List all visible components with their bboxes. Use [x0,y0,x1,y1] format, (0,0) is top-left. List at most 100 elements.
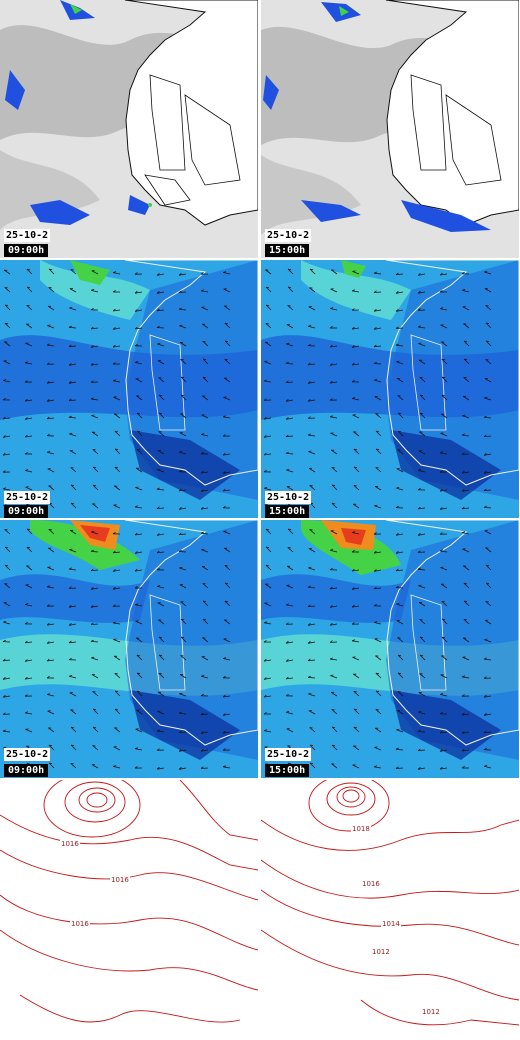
wind-arrow [309,762,316,769]
wind-arrow-head [329,605,333,608]
wind-arrow [4,564,11,571]
wind-arrow [462,289,470,293]
wind-arrow-head [46,622,50,626]
wind-arrow-head [224,600,228,603]
wind-arrow [114,466,121,473]
wind-arrow-head [48,744,52,747]
wind-arrow [374,622,382,625]
wind-arrow [265,583,272,589]
wind-arrow [69,450,77,455]
isobar-label: 1014 [381,920,401,928]
wind-arrow-head [179,566,183,569]
wind-arrow-head [417,567,421,570]
wind-arrow [286,641,294,644]
wind-arrow-head [263,658,267,662]
wind-arrow [374,327,382,330]
wind-arrow [419,654,426,661]
date-label: 25-10-2 [4,491,51,504]
wind-arrow [223,658,231,661]
wind-arrow [417,749,426,752]
wind-arrow [265,304,272,311]
wind-arrow [287,528,294,535]
wind-arrow-head [223,271,227,273]
wind-arrow-head [461,271,465,275]
wind-arrow-head [24,417,28,420]
wind-arrow [223,547,231,553]
wind-arrow-head [395,505,399,508]
wind-arrow [26,528,33,535]
wind-arrow [374,486,382,491]
wind-arrow-head [178,507,182,510]
wind-arrow [92,449,99,455]
wind-arrow-head [285,640,289,644]
wind-arrow [440,674,448,679]
wind-arrow-head [24,380,28,383]
wind-arrow [70,269,77,275]
wind-arrow-head [156,506,160,509]
wind-arrow-head [2,452,6,456]
wind-arrow-head [461,694,465,697]
wind-arrow-head [461,531,466,533]
wind-arrow-head [114,673,118,675]
time-label: 15:00h [265,505,310,518]
wind-arrow-head [375,708,379,711]
wind-arrow-head [439,470,443,473]
wind-arrow-head [90,380,94,383]
wind-arrow [47,451,55,455]
wind-arrow [25,435,33,438]
wind-arrow [375,413,382,419]
wind-arrow [70,709,77,715]
wind-arrow-head [307,622,311,626]
wind-arrow [178,308,187,311]
time-label: 09:00h [4,244,49,257]
wind-arrow-head [48,287,52,289]
wind-arrow [91,345,99,348]
wind-arrow-head [373,569,377,572]
wind-arrow-head [373,271,377,274]
wind-arrow-head [440,566,444,568]
wind-arrow [114,673,121,679]
wind-arrow [25,641,33,644]
wind-arrow-head [286,468,290,471]
wind-arrow [374,587,382,590]
wind-arrow-head [224,564,228,567]
wind-arrow [286,711,294,715]
wind-arrow [25,342,33,347]
wind-arrow-head [285,361,289,364]
wind-arrow [47,344,55,347]
wind-arrow [3,380,11,383]
wind-arrow-head [331,744,335,747]
wind-arrow [329,587,338,590]
wind-arrow [156,309,165,312]
wind-arrow-head [439,730,443,734]
wind-arrow [3,677,11,680]
wind-arrow-head [112,308,116,312]
wind-arrow-head [180,359,184,361]
wind-arrow [158,619,165,625]
wind-arrow-head [2,729,6,732]
wind-arrow [352,764,360,769]
wind-arrow [307,605,316,607]
wind-arrow-head [483,470,487,474]
wind-arrow [91,327,99,330]
wind-arrow [224,600,231,607]
wind-arrow [135,487,143,491]
wind-arrow-head [307,381,311,384]
wind-arrow [286,417,294,420]
wind-arrow [69,381,77,384]
wind-arrow-head [26,762,30,765]
wind-arrow [330,363,338,366]
wind-arrow [2,659,11,662]
wind-arrow [419,412,426,419]
wind-panel-1500: 25-10-2 15:00h [261,260,519,518]
wind-arrow [285,363,294,365]
wind-arrow [418,343,426,347]
wind-arrow [48,727,55,733]
wind-arrow-head [112,531,116,535]
wind-arrow [484,378,492,383]
wind-arrow [397,654,404,661]
wind-arrow [395,273,404,276]
wind-arrow-head [178,748,182,752]
wind-arrow-head [2,639,6,642]
wind-arrow-head [396,728,400,731]
